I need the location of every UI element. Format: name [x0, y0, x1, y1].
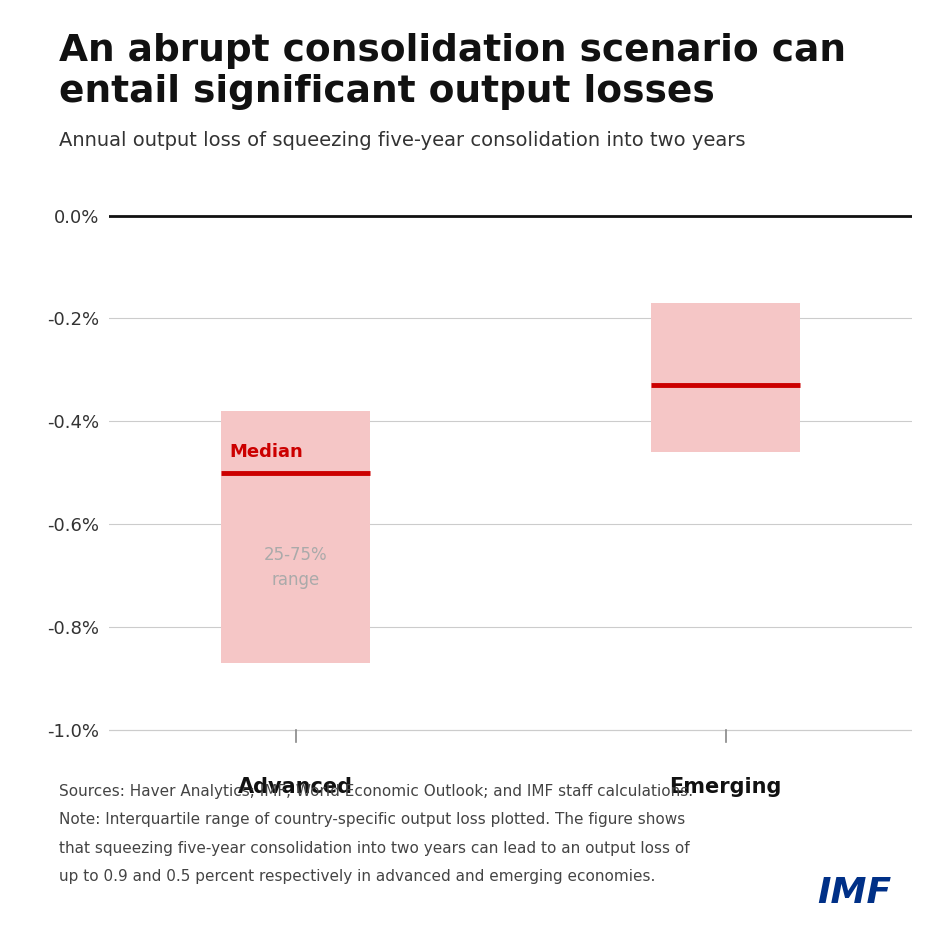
Text: that squeezing five-year consolidation into two years can lead to an output loss: that squeezing five-year consolidation i… [59, 841, 690, 856]
Text: Note: Interquartile range of country-specific output loss plotted. The figure sh: Note: Interquartile range of country-spe… [59, 812, 685, 827]
Text: An abrupt consolidation scenario can: An abrupt consolidation scenario can [59, 33, 846, 69]
Text: 25-75%
range: 25-75% range [264, 546, 328, 589]
Text: up to 0.9 and 0.5 percent respectively in advanced and emerging economies.: up to 0.9 and 0.5 percent respectively i… [59, 869, 655, 884]
Text: Median: Median [230, 444, 303, 462]
Bar [651, 303, 800, 452]
Text: Sources: Haver Analytics; IMF, World Economic Outlook; and IMF staff calculation: Sources: Haver Analytics; IMF, World Eco… [59, 784, 693, 799]
Text: entail significant output losses: entail significant output losses [59, 74, 714, 110]
Text: IMF: IMF [817, 876, 891, 910]
Text: Annual output loss of squeezing five-year consolidation into two years: Annual output loss of squeezing five-yea… [59, 131, 746, 150]
Bar [221, 411, 370, 663]
